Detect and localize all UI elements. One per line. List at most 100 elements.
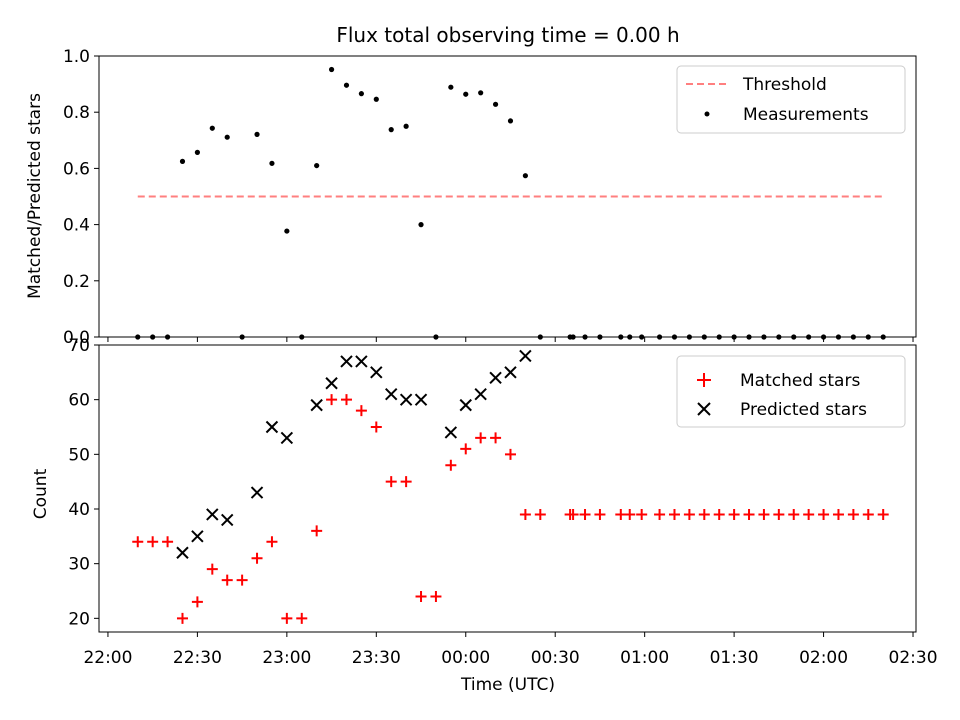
matched-star-marker: [803, 508, 815, 520]
matched-star-marker: [296, 612, 308, 624]
predicted-star-marker: [176, 546, 189, 559]
matched-star-marker: [340, 394, 352, 406]
measurement-point: [254, 131, 260, 137]
bottom-y-tick-label: 30: [68, 555, 90, 575]
top-y-tick-label: 0.0: [63, 328, 90, 348]
top-y-tick-label: 0.2: [63, 272, 90, 292]
measurement-point: [492, 101, 499, 107]
top-plot-marks: [135, 66, 886, 340]
measurement-point: [269, 160, 275, 166]
predicted-star-marker: [280, 431, 294, 445]
measurement-point: [388, 127, 394, 133]
matched-star-marker: [206, 563, 218, 575]
predicted-star-marker: [355, 355, 368, 368]
predicted-star-marker: [489, 371, 502, 385]
matched-star-marker: [519, 508, 531, 520]
measurement-point: [328, 66, 335, 73]
top-panel: 0.0 0.2 0.4 0.6 0.8 1.0 Matched/Predicted sta…: [25, 47, 917, 348]
matched-star-marker: [698, 508, 710, 520]
matched-star-marker: [594, 508, 606, 520]
matched-star-marker: [147, 536, 159, 548]
measurement-point: [448, 84, 454, 90]
legend-matched-swatch: [697, 373, 711, 387]
predicted-star-marker: [444, 426, 458, 439]
predicted-star-marker: [519, 349, 532, 363]
matched-star-marker: [847, 508, 859, 520]
matched-star-marker: [668, 508, 680, 520]
bottom-y-tick-label: 20: [68, 609, 90, 629]
bottom-legend-box: [676, 355, 906, 428]
matched-star-marker: [162, 536, 174, 548]
measurement-point: [314, 162, 320, 169]
matched-star-marker: [475, 432, 487, 444]
predicted-star-marker: [191, 530, 204, 543]
legend-predicted-swatch: [697, 402, 711, 416]
measurement-point: [418, 222, 424, 228]
top-x-axis: [107, 337, 914, 342]
matched-star-marker: [534, 508, 546, 520]
matched-star-marker: [400, 476, 412, 488]
predicted-star-marker: [474, 387, 487, 401]
matched-star-marker: [788, 508, 800, 520]
bottom-x-tick-label: 00:30: [531, 648, 580, 668]
bottom-x-tick-label: 00:00: [441, 648, 490, 668]
top-legend: Threshold Measurements: [676, 65, 906, 134]
matched-star-marker: [624, 508, 636, 520]
top-legend-box: [676, 65, 906, 134]
bottom-y-tick-label: 40: [68, 500, 90, 520]
bottom-x-axis: 22:00 22:30 23:00 23:30 00:00 00:30 01:00 01:30…: [83, 632, 938, 668]
bottom-x-tick-label: 01:30: [710, 648, 759, 668]
matched-star-marker: [132, 536, 144, 548]
top-y-axis-label: Matched/Predicted stars: [25, 93, 45, 299]
predicted-star-marker: [414, 393, 428, 406]
matched-star-marker: [445, 459, 457, 471]
matched-star-marker: [728, 508, 740, 520]
bottom-legend: Matched stars Predicted stars: [676, 355, 906, 428]
matched-star-marker: [266, 536, 278, 548]
predicted-star-marker: [370, 366, 383, 379]
matched-star-marker: [176, 612, 188, 624]
matched-star-marker: [221, 574, 233, 586]
bottom-x-tick-label: 02:00: [799, 648, 848, 668]
legend-matched-label: Matched stars: [740, 371, 860, 391]
predicted-star-marker: [385, 387, 398, 401]
legend-measurements-label: Measurements: [743, 105, 869, 125]
bottom-y-tick-label: 70: [68, 336, 90, 356]
measurement-point: [403, 123, 409, 129]
bottom-panel: 20 30 40 50 60 70 22:00 22:30 23:00 23:30 00:00 00…: [31, 336, 938, 695]
bottom-x-tick-label: 22:00: [83, 648, 132, 668]
bottom-axes-frame: [98, 344, 917, 633]
matched-star-marker: [579, 508, 591, 520]
bottom-x-tick-label: 23:30: [352, 648, 401, 668]
measurement-point: [358, 91, 364, 97]
legend-threshold-label: Threshold: [742, 75, 827, 95]
measurement-point: [194, 149, 200, 155]
predicted-star-marker: [325, 377, 338, 390]
matched-star-marker: [713, 508, 725, 520]
top-axes-frame: [98, 55, 917, 338]
matched-star-marker: [355, 405, 367, 417]
matched-star-marker: [636, 508, 648, 520]
matched-star-marker: [743, 508, 755, 520]
bottom-y-tick-label: 50: [68, 445, 90, 465]
predicted-star-marker: [221, 513, 234, 527]
legend-measurements-swatch: [704, 111, 710, 117]
matched-star-marker: [818, 508, 830, 520]
top-y-tick-label: 0.4: [63, 216, 90, 236]
matched-star-marker: [567, 508, 579, 520]
matched-star-marker: [877, 508, 889, 520]
top-y-tick-label: 1.0: [63, 47, 90, 67]
bottom-x-tick-label: 02:30: [889, 648, 938, 668]
matched-star-marker: [281, 612, 293, 624]
predicted-star-marker: [310, 398, 323, 412]
measurement-point: [179, 158, 186, 164]
predicted-star-marker: [265, 420, 279, 434]
chart-title: Flux total observing time = 0.00 h: [336, 23, 679, 47]
top-y-tick-label: 0.8: [63, 103, 90, 123]
matched-star-marker: [654, 508, 666, 520]
measurement-point: [522, 173, 528, 179]
measurement-point: [284, 228, 290, 234]
matched-star-marker: [758, 508, 770, 520]
predicted-star-marker: [206, 508, 219, 521]
